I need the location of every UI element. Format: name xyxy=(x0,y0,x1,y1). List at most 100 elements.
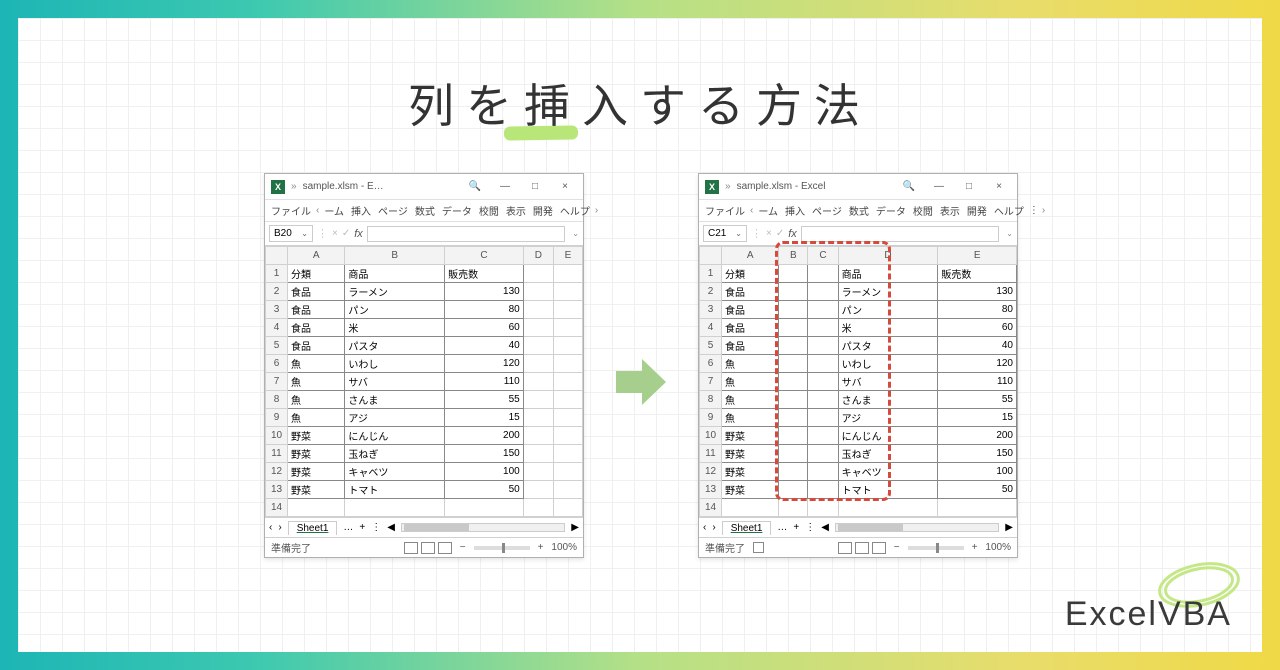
cell[interactable] xyxy=(523,463,553,481)
cell[interactable]: キャベツ xyxy=(345,463,445,481)
fx-cancel-icon[interactable]: × xyxy=(766,228,772,239)
cell[interactable]: 魚 xyxy=(722,409,779,427)
column-header[interactable]: D xyxy=(838,247,938,265)
tab-formula[interactable]: 数式 xyxy=(413,201,437,220)
cell[interactable]: 150 xyxy=(445,445,524,463)
sheet-tab[interactable]: Sheet1 xyxy=(288,521,338,535)
cell[interactable] xyxy=(779,427,808,445)
formula-input[interactable] xyxy=(367,226,566,242)
zoom-level[interactable]: 100% xyxy=(985,542,1011,553)
sheet-more-icon[interactable]: … xyxy=(343,522,353,533)
expand-formula-icon[interactable]: ⌄ xyxy=(569,229,579,238)
tab-formula[interactable]: 数式 xyxy=(847,201,871,220)
normal-view-icon[interactable] xyxy=(838,542,852,554)
row-header[interactable]: 10 xyxy=(700,427,722,445)
new-sheet-button[interactable]: + xyxy=(359,522,365,533)
column-header[interactable]: E xyxy=(553,247,582,265)
cell[interactable]: 食品 xyxy=(288,283,345,301)
cell[interactable]: ラーメン xyxy=(345,283,445,301)
chevron-left-icon[interactable]: ‹ xyxy=(316,205,319,216)
cell[interactable]: 130 xyxy=(938,283,1017,301)
cell[interactable] xyxy=(553,427,582,445)
tab-home[interactable]: ーム xyxy=(322,201,346,220)
tab-insert[interactable]: 挿入 xyxy=(349,201,373,220)
cell[interactable]: さんま xyxy=(345,391,445,409)
row-header[interactable]: 1 xyxy=(700,265,722,283)
tab-page[interactable]: ページ xyxy=(810,201,844,220)
cell[interactable] xyxy=(779,283,808,301)
macro-record-icon[interactable] xyxy=(753,542,764,553)
tab-file[interactable]: ファイル xyxy=(703,201,747,220)
cell[interactable] xyxy=(553,301,582,319)
cell[interactable]: 野菜 xyxy=(722,463,779,481)
row-header[interactable]: 9 xyxy=(700,409,722,427)
cell[interactable]: 野菜 xyxy=(288,481,345,499)
cell[interactable]: 魚 xyxy=(288,373,345,391)
cell[interactable]: 150 xyxy=(938,445,1017,463)
cell[interactable]: 60 xyxy=(938,319,1017,337)
cell[interactable]: アジ xyxy=(838,409,938,427)
cell[interactable]: 野菜 xyxy=(722,481,779,499)
tab-view[interactable]: 表示 xyxy=(504,201,528,220)
cell[interactable]: 100 xyxy=(445,463,524,481)
column-header[interactable]: A xyxy=(288,247,345,265)
column-header[interactable]: D xyxy=(523,247,553,265)
cell[interactable]: 魚 xyxy=(722,373,779,391)
cell[interactable]: キャベツ xyxy=(838,463,938,481)
row-header[interactable]: 7 xyxy=(266,373,288,391)
cell[interactable]: 販売数 xyxy=(938,265,1017,283)
column-header[interactable]: B xyxy=(779,247,808,265)
search-icon[interactable]: 🔍 xyxy=(897,181,921,192)
cell[interactable] xyxy=(808,427,838,445)
cell[interactable] xyxy=(523,301,553,319)
tab-data[interactable]: データ xyxy=(874,201,908,220)
cell[interactable] xyxy=(779,319,808,337)
cell[interactable] xyxy=(938,499,1017,517)
cell[interactable] xyxy=(838,499,938,517)
row-header[interactable]: 13 xyxy=(266,481,288,499)
cell[interactable] xyxy=(779,373,808,391)
column-header[interactable]: B xyxy=(345,247,445,265)
row-header[interactable]: 7 xyxy=(700,373,722,391)
sheet-more-icon[interactable]: … xyxy=(777,522,787,533)
sheet-tab[interactable]: Sheet1 xyxy=(722,521,772,535)
row-header[interactable]: 13 xyxy=(700,481,722,499)
cell[interactable] xyxy=(523,391,553,409)
tab-dev[interactable]: 開発 xyxy=(965,201,989,220)
cell[interactable] xyxy=(808,355,838,373)
cell[interactable]: 野菜 xyxy=(288,445,345,463)
row-header[interactable]: 11 xyxy=(700,445,722,463)
cell[interactable]: 食品 xyxy=(722,283,779,301)
page-break-view-icon[interactable] xyxy=(872,542,886,554)
cell[interactable]: いわし xyxy=(345,355,445,373)
tab-review[interactable]: 校閲 xyxy=(477,201,501,220)
cell[interactable] xyxy=(779,265,808,283)
column-header[interactable]: C xyxy=(808,247,838,265)
cell[interactable]: にんじん xyxy=(345,427,445,445)
row-header[interactable]: 10 xyxy=(266,427,288,445)
cell[interactable]: 110 xyxy=(445,373,524,391)
row-header[interactable]: 12 xyxy=(266,463,288,481)
cell[interactable]: 食品 xyxy=(288,337,345,355)
scroll-right-icon[interactable]: ▶ xyxy=(1005,522,1013,533)
cell[interactable] xyxy=(553,373,582,391)
zoom-out-button[interactable]: − xyxy=(460,542,466,553)
cell[interactable]: アジ xyxy=(345,409,445,427)
search-icon[interactable]: 🔍 xyxy=(463,181,487,192)
cell[interactable] xyxy=(808,373,838,391)
zoom-in-button[interactable]: + xyxy=(538,542,544,553)
cell[interactable] xyxy=(553,391,582,409)
cell[interactable] xyxy=(779,481,808,499)
page-layout-view-icon[interactable] xyxy=(855,542,869,554)
fx-enter-icon[interactable]: ✓ xyxy=(342,228,350,239)
name-box[interactable]: C21 ⌄ xyxy=(703,225,747,242)
cell[interactable] xyxy=(553,499,582,517)
page-break-view-icon[interactable] xyxy=(438,542,452,554)
maximize-button[interactable]: □ xyxy=(523,181,547,192)
row-header[interactable]: 1 xyxy=(266,265,288,283)
cell[interactable]: 米 xyxy=(345,319,445,337)
cell[interactable]: 魚 xyxy=(722,391,779,409)
cell[interactable]: 魚 xyxy=(288,409,345,427)
tab-file[interactable]: ファイル xyxy=(269,201,313,220)
cell[interactable] xyxy=(808,283,838,301)
